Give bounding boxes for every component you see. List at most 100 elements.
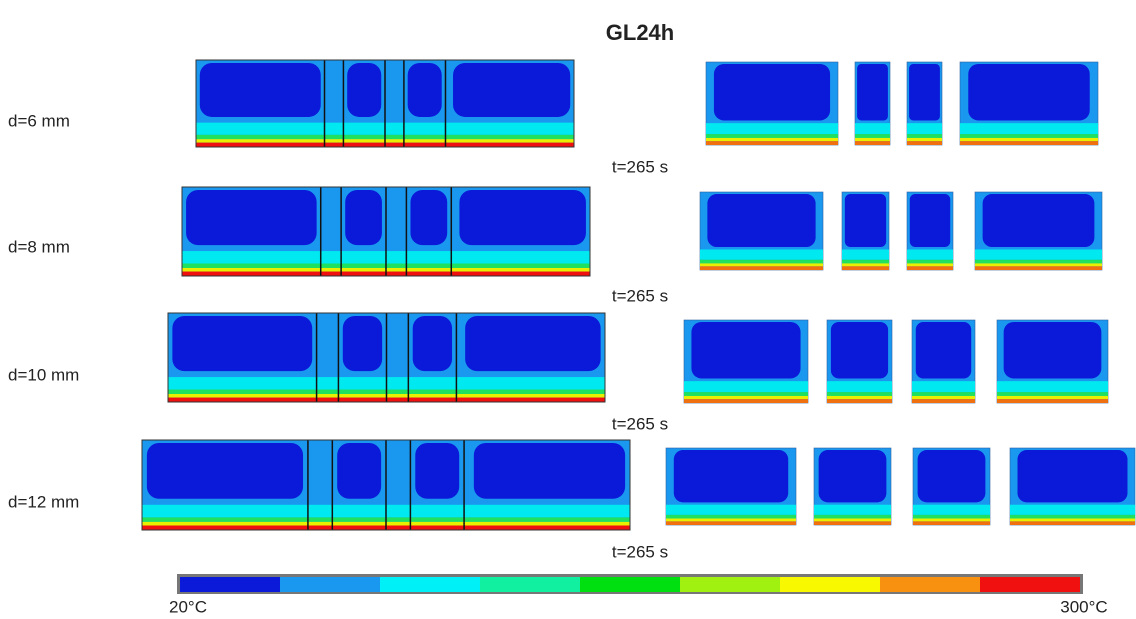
row-label: d=6 mm	[8, 111, 70, 130]
section-plot	[683, 319, 1109, 404]
assembly-core	[473, 443, 626, 499]
heat-band	[842, 266, 889, 270]
colorbar-step	[280, 577, 380, 592]
heat-band	[666, 504, 796, 515]
heat-band	[827, 381, 892, 393]
heat-band	[907, 141, 942, 145]
heat-band	[814, 504, 891, 515]
row-label: d=8 mm	[8, 237, 70, 256]
assembly-frame	[181, 186, 591, 277]
heat-band	[700, 259, 823, 264]
heat-band	[700, 249, 823, 260]
heat-band	[997, 395, 1108, 400]
heat-band	[997, 392, 1108, 396]
time-label: t=265 s	[612, 157, 668, 176]
time-label: t=265 s	[612, 286, 668, 305]
heat-band	[975, 249, 1102, 260]
colorbar-step	[780, 577, 880, 592]
assembly-core	[465, 316, 601, 372]
heat-band	[960, 141, 1098, 145]
assembly-core	[459, 190, 586, 246]
section-core	[915, 322, 972, 379]
heat-band	[706, 123, 838, 135]
colorbar: 20°C 300°C	[169, 574, 1108, 616]
colorbar-min-label: 20°C	[169, 597, 207, 616]
heat-band	[907, 249, 953, 260]
heat-band	[855, 134, 890, 138]
heat-band	[975, 259, 1102, 264]
section-core	[1017, 450, 1128, 503]
heat-band	[1010, 521, 1135, 525]
section-core	[818, 450, 887, 503]
assembly-core	[407, 63, 442, 117]
assembly-core	[172, 316, 313, 372]
section-core	[707, 194, 816, 248]
heat-band	[666, 518, 796, 522]
colorbar-step	[880, 577, 980, 592]
assembly-core	[199, 63, 321, 117]
heat-band	[855, 141, 890, 145]
heat-band	[827, 395, 892, 400]
heat-band	[960, 137, 1098, 142]
section-core	[673, 450, 789, 503]
heat-band	[912, 392, 975, 396]
assembly-plot	[195, 59, 575, 148]
section-plot	[699, 191, 1103, 271]
colorbar-step	[380, 577, 480, 592]
heat-band	[842, 263, 889, 267]
heat-band	[814, 518, 891, 522]
heat-band	[855, 123, 890, 135]
assembly-core	[453, 63, 571, 117]
assembly-plot	[167, 312, 606, 403]
assembly-core	[337, 443, 382, 499]
section-core	[917, 450, 986, 503]
heat-band	[1010, 504, 1135, 515]
section-plot	[705, 61, 1099, 146]
heat-band	[907, 259, 953, 264]
heat-band	[975, 266, 1102, 270]
heat-band	[975, 263, 1102, 267]
assembly-core	[186, 190, 317, 246]
assembly-plot	[141, 439, 631, 531]
assembly-plot	[181, 186, 591, 277]
colorbar-step	[580, 577, 680, 592]
row-label: d=10 mm	[8, 365, 79, 384]
section-core	[909, 64, 940, 121]
heat-band	[684, 381, 808, 393]
section-core	[968, 64, 1090, 121]
heat-band	[912, 399, 975, 403]
assembly-core	[410, 190, 448, 246]
time-label: t=265 s	[612, 414, 668, 433]
heat-band	[913, 504, 990, 515]
heat-band	[706, 134, 838, 138]
heat-band	[907, 137, 942, 142]
heat-band	[814, 521, 891, 525]
assembly-frame	[141, 439, 631, 531]
heat-band	[666, 514, 796, 519]
assembly-core	[412, 316, 453, 372]
colorbar-step	[980, 577, 1080, 592]
section-core	[857, 64, 888, 121]
heat-band	[997, 381, 1108, 393]
assembly-core	[342, 316, 383, 372]
heat-band	[960, 134, 1098, 138]
heat-band	[997, 399, 1108, 403]
heat-band	[907, 266, 953, 270]
heat-band	[684, 392, 808, 396]
section-core	[844, 194, 887, 248]
section-core	[830, 322, 889, 379]
section-core	[909, 194, 951, 248]
section-core	[1003, 322, 1102, 379]
heat-band	[842, 259, 889, 264]
heat-band	[1010, 518, 1135, 522]
assembly-core	[415, 443, 460, 499]
heat-band	[706, 137, 838, 142]
heat-band	[913, 518, 990, 522]
colorbar-step	[480, 577, 580, 592]
heat-band	[855, 137, 890, 142]
heat-band	[706, 141, 838, 145]
heat-band	[827, 399, 892, 403]
section-core	[713, 64, 831, 121]
section-core	[691, 322, 801, 379]
